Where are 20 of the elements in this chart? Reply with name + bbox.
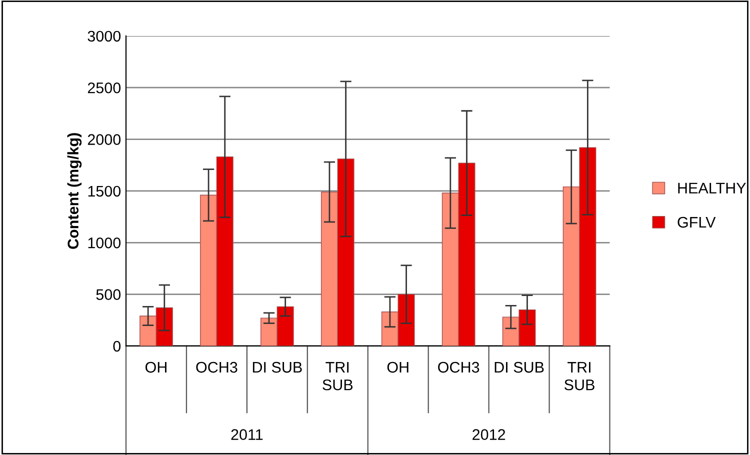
y-tick-label: 2500 xyxy=(88,82,121,94)
x-tick-label: TRI SUB xyxy=(564,362,594,390)
y-tick-label: 1000 xyxy=(88,238,121,248)
y-tick-label: 3000 xyxy=(88,30,121,42)
text: 2012 xyxy=(472,429,506,440)
legend-label: GFLV xyxy=(678,216,716,228)
x-tick-label: TRI SUB xyxy=(322,362,353,390)
x-tick-label: OH xyxy=(146,362,166,373)
y-tick-label: 0 xyxy=(113,340,121,352)
legend-label: HEALTHY xyxy=(678,182,746,194)
y-tick-label: 2000 xyxy=(88,134,121,145)
text: 2011 xyxy=(231,429,263,440)
x-tick-label: OCH3 xyxy=(196,362,238,373)
x-tick-label: OCH3 xyxy=(438,362,480,373)
y-tick-label: 1500 xyxy=(88,186,121,197)
y-axis-title: Content (mg/kg) xyxy=(67,133,82,249)
x-tick-label: DI SUB xyxy=(252,362,302,373)
x-tick-label: OH xyxy=(387,362,408,373)
y-tick-label: 500 xyxy=(96,289,121,300)
x-tick-label: DI SUB xyxy=(494,362,544,373)
